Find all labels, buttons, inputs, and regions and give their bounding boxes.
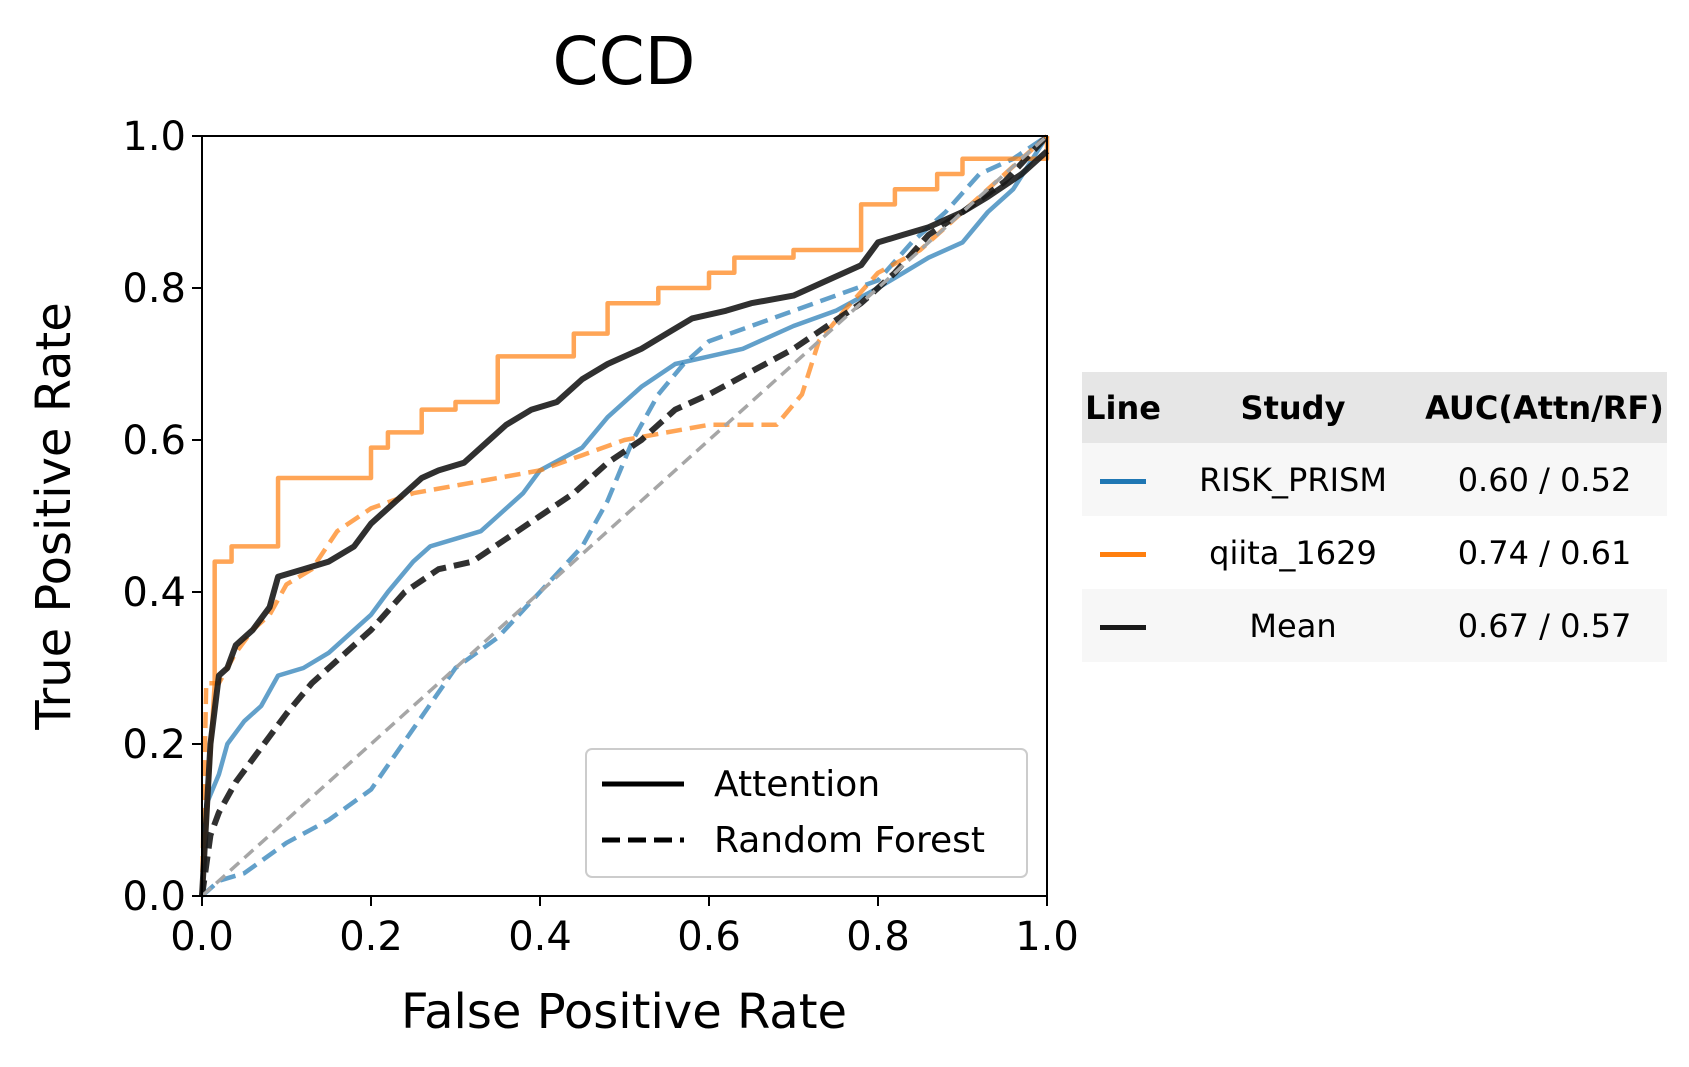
- y-tick-label: 0.8: [122, 266, 186, 312]
- auc-cell: 0.67 / 0.57: [1422, 589, 1667, 662]
- y-tick-label: 0.6: [122, 418, 186, 464]
- auc-cell: 0.74 / 0.61: [1422, 516, 1667, 589]
- series-qiita-1629-attention: [199, 136, 1050, 897]
- y-tick-label: 0.0: [122, 874, 186, 920]
- auc-cell: 0.60 / 0.52: [1422, 443, 1667, 516]
- x-tick-label: 0.8: [846, 914, 910, 960]
- line-swatch: [1100, 625, 1146, 630]
- table-row: RISK_PRISM 0.60 / 0.52: [1082, 443, 1667, 516]
- table-row: Mean 0.67 / 0.57: [1082, 589, 1667, 662]
- x-tick-label: 0.6: [677, 914, 741, 960]
- legend-attention-label: Attention: [714, 764, 880, 805]
- study-cell: qiita_1629: [1164, 516, 1422, 589]
- header-auc: AUC(Attn/RF): [1422, 372, 1667, 443]
- line-swatch: [1100, 479, 1146, 484]
- series-mean-attention: [199, 148, 1050, 897]
- y-tick-label: 0.2: [122, 722, 186, 768]
- series-mean-random-forest: [199, 133, 1050, 897]
- x-axis-ticks: 0.0 0.2 0.4 0.6 0.8 1.0: [170, 896, 1079, 960]
- y-axis-label: True Positive Rate: [26, 302, 82, 731]
- y-tick-label: 1.0: [122, 114, 186, 160]
- header-line: Line: [1082, 372, 1164, 443]
- auc-table: Line Study AUC(Attn/RF) RISK_PRISM 0.60 …: [1082, 372, 1667, 662]
- y-axis-ticks: 0.0 0.2 0.4 0.6 0.8 1.0: [122, 114, 202, 920]
- study-cell: Mean: [1164, 589, 1422, 662]
- line-swatch-cell: [1082, 516, 1164, 589]
- auc-table-header: Line Study AUC(Attn/RF): [1082, 372, 1667, 443]
- chart-title: CCD: [553, 23, 696, 100]
- x-tick-label: 0.2: [339, 914, 403, 960]
- table-row: qiita_1629 0.74 / 0.61: [1082, 516, 1667, 589]
- legend-box: [585, 748, 1028, 878]
- line-swatch-cell: [1082, 443, 1164, 516]
- legend: Attention Random Forest: [585, 748, 1028, 878]
- legend-random-forest-label: Random Forest: [714, 820, 985, 861]
- x-tick-label: 1.0: [1015, 914, 1079, 960]
- plot-frame: [201, 135, 1048, 897]
- y-tick-label: 0.4: [122, 570, 186, 616]
- plot-lines: [199, 133, 1050, 898]
- x-tick-label: 0.4: [508, 914, 572, 960]
- x-axis-label: False Positive Rate: [401, 984, 847, 1040]
- series-risk-prism-attention: [199, 134, 1049, 897]
- line-swatch-cell: [1082, 589, 1164, 662]
- header-study: Study: [1164, 372, 1422, 443]
- study-cell: RISK_PRISM: [1164, 443, 1422, 516]
- series-risk-prism-random-forest: [200, 134, 1049, 898]
- line-swatch: [1100, 552, 1146, 557]
- x-tick-label: 0.0: [170, 914, 234, 960]
